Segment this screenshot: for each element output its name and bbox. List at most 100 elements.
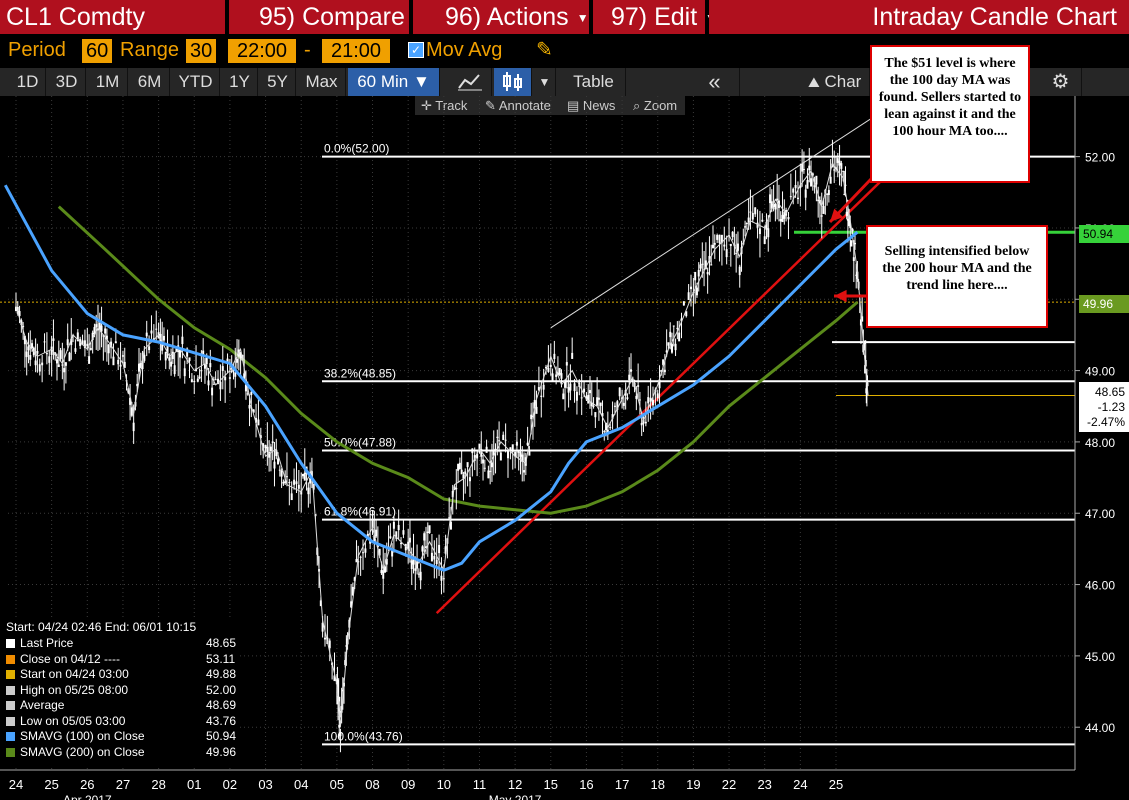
candle-body: [533, 399, 536, 409]
range-5y-button[interactable]: 5Y: [260, 68, 296, 96]
range-1m-button[interactable]: 1M: [88, 68, 128, 96]
collapse-icon[interactable]: «: [690, 68, 740, 96]
candle-body: [303, 472, 306, 481]
candle-body: [425, 546, 427, 548]
ticker-field[interactable]: CL1 Comdty: [0, 0, 225, 34]
range-max-button[interactable]: Max: [298, 68, 346, 96]
range-1y-button[interactable]: 1Y: [222, 68, 258, 96]
candle-body: [596, 397, 599, 406]
candle-body: [749, 211, 752, 213]
candle-chart-icon[interactable]: [494, 68, 532, 96]
candle-body: [712, 244, 714, 249]
candle-body: [364, 548, 367, 553]
legend-date-range: Start: 04/24 02:46 End: 06/01 10:15: [6, 620, 197, 634]
x-tick-label: 08: [365, 777, 379, 792]
month-label: Apr 2017: [63, 793, 112, 800]
candle-body: [680, 318, 683, 322]
range-ytd-button[interactable]: YTD: [172, 68, 220, 96]
candle-body: [417, 573, 420, 575]
candle-body: [38, 364, 41, 372]
sma100-price-box: 50.94: [1079, 225, 1129, 243]
candle-body: [813, 185, 816, 187]
candle-body: [674, 343, 677, 351]
x-tick-label: 12: [508, 777, 522, 792]
range-1d-button[interactable]: 1D: [10, 68, 46, 96]
candle-body: [515, 441, 518, 446]
end-time-input[interactable]: 21:00: [322, 39, 390, 63]
candle-body: [302, 473, 304, 477]
candle-body: [397, 524, 400, 531]
candle-body: [618, 387, 621, 397]
x-axis: 24 25 26 27 28 01 02 03 04 05 08 09 10 11 12 15 16 17 18 19…: [0, 769, 1075, 800]
candle-body: [18, 311, 21, 317]
candle-body: [438, 544, 441, 554]
chart-menu-button[interactable]: ⛰ Char: [800, 68, 870, 96]
line-chart-icon[interactable]: [448, 68, 492, 96]
chart-type-dropdown-icon[interactable]: ▼: [534, 68, 556, 96]
candle-body: [628, 374, 631, 380]
magnifier-icon: ⌕: [633, 98, 641, 113]
range-input[interactable]: 30: [186, 39, 217, 63]
candle-body: [671, 344, 673, 353]
candle-body: [410, 560, 413, 570]
compare-button[interactable]: 95) Compare: [229, 0, 409, 34]
start-time-input[interactable]: 22:00: [228, 39, 296, 63]
period-input[interactable]: 60: [82, 39, 113, 63]
candle-body: [138, 363, 140, 372]
track-label: Track: [435, 98, 468, 113]
actions-button[interactable]: 96) Actions ▼: [413, 0, 589, 34]
candle-body: [699, 264, 702, 269]
table-button[interactable]: Table: [562, 68, 626, 96]
candle-body: [751, 212, 754, 220]
candle-body: [514, 451, 517, 457]
mov-avg-label: Mov Avg: [426, 39, 503, 61]
candle-body: [373, 535, 376, 543]
candle-body: [114, 341, 117, 344]
candle-body: [63, 368, 66, 373]
legend-row: High on 05/25 08:00 52.00: [6, 683, 236, 698]
candle-body: [248, 405, 251, 409]
range-label: Range: [120, 39, 179, 61]
pencil-icon[interactable]: ✎: [536, 39, 553, 61]
range-6m-button[interactable]: 6M: [130, 68, 170, 96]
crosshair-icon: ✛: [421, 98, 432, 113]
candle-body: [219, 381, 222, 390]
candle-body: [76, 332, 79, 342]
zoom-button[interactable]: ⌕ Zoom: [633, 98, 677, 114]
annotate-button[interactable]: ✎ Annotate: [485, 98, 551, 114]
candle-body: [211, 387, 214, 396]
candle-body: [725, 249, 728, 258]
mov-avg-checkbox[interactable]: ✓: [408, 42, 424, 58]
annotation-box-bottom[interactable]: Selling intensified below the 200 hour M…: [866, 225, 1048, 328]
candle-body: [198, 376, 201, 379]
candle-body: [430, 552, 433, 562]
interval-dropdown[interactable]: 60 Min ▼: [348, 68, 440, 96]
annotation-box-top[interactable]: The $51 level is where the 100 day MA wa…: [870, 45, 1030, 183]
candle-body: [88, 356, 91, 364]
candle-body: [783, 211, 786, 219]
candle-body: [763, 236, 766, 244]
pen-icon: ✎: [485, 98, 496, 113]
x-tick-label: 09: [401, 777, 415, 792]
track-button[interactable]: ✛ Track: [421, 98, 467, 114]
y-tick-label: 52.00: [1085, 151, 1115, 165]
candle-body: [440, 575, 443, 581]
candle-body: [50, 346, 53, 355]
candle-body: [202, 350, 205, 355]
range-3d-button[interactable]: 3D: [48, 68, 86, 96]
candle-body: [519, 452, 522, 457]
candle-chart[interactable]: 0.0%(52.00) 38.2%(48.85) 50.0%(47.88) 61.8%…: [0, 96, 1129, 800]
candle-body: [323, 637, 326, 640]
gear-icon[interactable]: ⚙: [1040, 68, 1082, 96]
news-button[interactable]: ▤ News: [567, 98, 615, 114]
edit-button[interactable]: 97) Edit▼: [593, 0, 717, 34]
candle-body: [170, 361, 173, 367]
candle-body: [558, 367, 561, 375]
candle-body: [504, 439, 507, 441]
candle-body: [769, 194, 772, 204]
candle-body: [485, 446, 488, 453]
candle-body: [564, 379, 567, 388]
candle-body: [243, 373, 246, 382]
legend: Start: 04/24 02:46 End: 06/01 10:15 Last…: [2, 618, 238, 768]
candle-body: [264, 444, 267, 449]
